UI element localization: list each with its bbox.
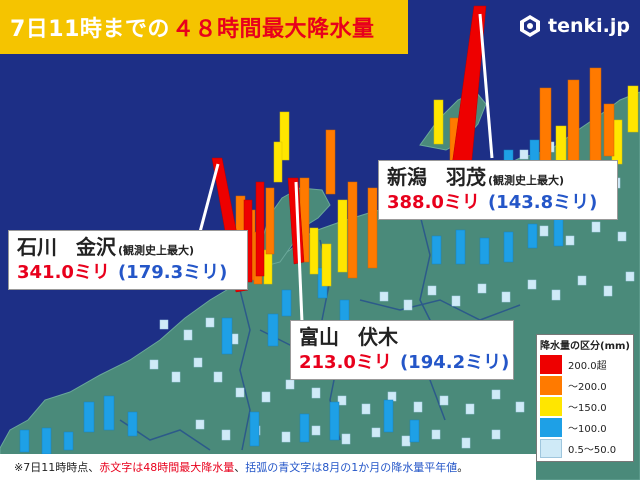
legend-item: 0.5～50.0 xyxy=(540,438,630,459)
precipitation-legend: 降水量の区分(mm) 200.0超 ～200.0 ～150.0 ～100.0 0… xyxy=(536,334,634,462)
station-values: 388.0ミリ (143.8ミリ) xyxy=(387,192,609,215)
footer-part5: 。 xyxy=(457,461,469,474)
station-value: 341.0ミリ xyxy=(17,262,110,283)
station-place: 石川 金沢 (観測史上最大) xyxy=(17,235,239,260)
station-name: 金沢 xyxy=(75,235,116,259)
station-normal: (143.8ミリ) xyxy=(487,192,598,213)
legend-swatch xyxy=(540,376,562,395)
legend-title: 降水量の区分(mm) xyxy=(540,341,630,352)
station-name: 伏木 xyxy=(357,325,398,349)
legend-label: ～200.0 xyxy=(568,382,607,393)
station-pref: 新潟 xyxy=(387,165,427,189)
footer-blue-note: 括弧の青文字は8月の1か月の降水量平年値 xyxy=(245,461,458,474)
legend-label: ～100.0 xyxy=(568,424,607,435)
legend-item: ～150.0 xyxy=(540,396,630,417)
legend-swatch xyxy=(540,418,562,437)
station-place: 新潟 羽茂 (観測史上最大) xyxy=(387,165,609,190)
legend-swatch xyxy=(540,355,562,374)
station-pref: 富山 xyxy=(299,325,339,349)
station-card-hamochi: 新潟 羽茂 (観測史上最大) 388.0ミリ (143.8ミリ) xyxy=(378,160,618,220)
footer-part3: 、 xyxy=(234,461,246,474)
station-values: 213.0ミリ (194.2ミリ) xyxy=(299,352,509,375)
legend-label: 200.0超 xyxy=(568,361,607,372)
legend-item: ～200.0 xyxy=(540,375,630,396)
station-name: 羽茂 xyxy=(445,165,486,189)
legend-swatch xyxy=(540,439,562,458)
leader-lines xyxy=(198,13,494,323)
station-value: 388.0ミリ xyxy=(387,192,480,213)
station-note: (観測史上最大) xyxy=(117,244,195,257)
tenki-logo[interactable]: tenki.jp xyxy=(518,14,630,38)
title-highlight: ４８時間最大降水量 xyxy=(171,17,375,42)
legend-item: 200.0超 xyxy=(540,354,630,375)
station-normal: (194.2ミリ) xyxy=(399,352,510,373)
station-pref: 石川 xyxy=(17,235,57,259)
station-note: (観測史上最大) xyxy=(487,174,565,187)
tenki-logo-icon xyxy=(520,15,541,37)
station-value: 213.0ミリ xyxy=(299,352,392,373)
legend-item: ～100.0 xyxy=(540,417,630,438)
station-normal: (179.3ミリ) xyxy=(117,262,228,283)
map-title: 7日11時までの ４８時間最大降水量 xyxy=(0,0,408,54)
logo-text: tenki.jp xyxy=(548,15,630,37)
station-place: 富山 伏木 xyxy=(299,325,505,350)
station-values: 341.0ミリ (179.3ミリ) xyxy=(17,262,239,285)
legend-swatch xyxy=(540,397,562,416)
footer-part1: ※7日11時時点、 xyxy=(14,461,100,474)
station-card-fushiki: 富山 伏木 213.0ミリ (194.2ミリ) xyxy=(290,320,514,380)
title-prefix: 7日11時までの xyxy=(10,17,170,42)
legend-label: 0.5～50.0 xyxy=(568,445,617,456)
rain-bars-yellow xyxy=(263,85,639,287)
footer-note: ※7日11時時点、 赤文字は48時間最大降水量、括弧の青文字は8月の1か月の降水量… xyxy=(0,454,536,480)
footer-red-note: 赤文字は48時間最大降水量 xyxy=(99,461,235,474)
station-card-kanazawa: 石川 金沢 (観測史上最大) 341.0ミリ (179.3ミリ) xyxy=(8,230,248,290)
legend-label: ～150.0 xyxy=(568,403,607,414)
